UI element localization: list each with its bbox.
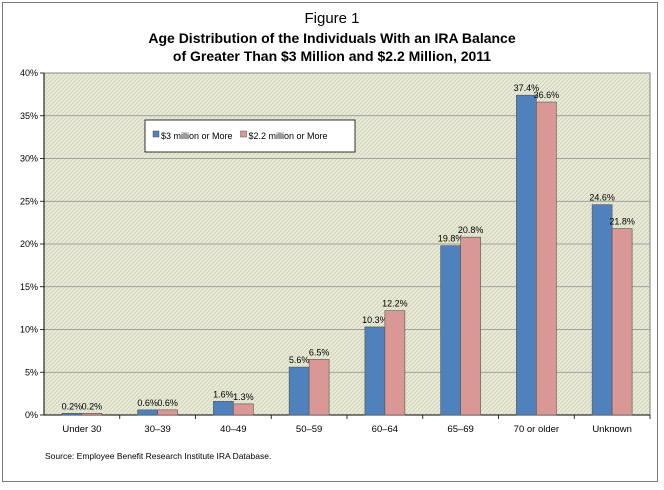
bar [460, 236, 481, 416]
x-tick-label: 70 or older [514, 424, 559, 435]
data-label: 1.3% [233, 392, 254, 402]
y-tick-label: 35% [20, 111, 38, 121]
data-label: 0.2% [62, 401, 83, 411]
bar [308, 359, 330, 416]
data-label: 0.6% [137, 398, 158, 408]
data-label: 24.6% [589, 193, 615, 203]
chart-title-line-2: of Greater Than $3 Million and $2.2 Mill… [172, 48, 492, 64]
bar [157, 409, 178, 416]
bar [611, 228, 633, 416]
x-tick-label: 65–69 [447, 424, 473, 435]
y-tick-label: 20% [20, 239, 38, 249]
legend-swatch [152, 130, 160, 138]
data-label: 5.6% [289, 355, 310, 365]
data-label: 12.2% [382, 299, 408, 309]
y-tick-label: 25% [20, 196, 38, 206]
legend-swatch [240, 130, 247, 138]
legend-label: $3 million or More [161, 131, 233, 141]
y-tick-label: 30% [20, 154, 38, 164]
chart-title-line-1: Age Distribution of the Individuals With… [148, 30, 516, 46]
data-label: 21.8% [609, 217, 635, 227]
figure-label: Figure 1 [304, 10, 360, 27]
data-label: 20.8% [458, 225, 484, 235]
bar [536, 101, 557, 416]
legend-label: $2.2 million or More [249, 131, 328, 141]
y-tick-label: 40% [20, 68, 38, 78]
data-label: 0.6% [157, 398, 178, 408]
data-label: 1.6% [213, 389, 234, 399]
data-label: 10.3% [362, 315, 388, 325]
data-label: 19.8% [438, 234, 464, 244]
y-tick-label: 0% [25, 410, 38, 420]
legend-box [144, 119, 356, 153]
bar [61, 412, 83, 416]
y-tick-label: 15% [20, 282, 38, 292]
y-tick-label: 10% [20, 325, 38, 335]
bar [233, 403, 254, 416]
bar [384, 310, 406, 416]
data-label: 6.5% [309, 347, 330, 357]
bar [440, 245, 461, 416]
data-label: 0.2% [82, 401, 103, 411]
bar [591, 204, 613, 416]
y-tick-label: 5% [25, 367, 38, 377]
bar [364, 326, 386, 416]
bar [81, 412, 103, 416]
data-label: 37.4% [514, 83, 540, 93]
x-tick-label: Under 30 [62, 424, 101, 435]
bar [137, 409, 158, 416]
data-label: 36.6% [534, 90, 560, 100]
bar [288, 366, 310, 416]
x-tick-label: 40–49 [220, 424, 246, 435]
x-tick-label: 30–39 [144, 424, 170, 435]
x-tick-label: Unknown [592, 424, 632, 435]
x-tick-label: 60–64 [372, 424, 398, 435]
source-note: Source: Employee Benefit Research Instit… [45, 451, 272, 461]
bar [516, 94, 537, 416]
bar [213, 401, 234, 416]
x-tick-label: 50–59 [296, 424, 322, 435]
